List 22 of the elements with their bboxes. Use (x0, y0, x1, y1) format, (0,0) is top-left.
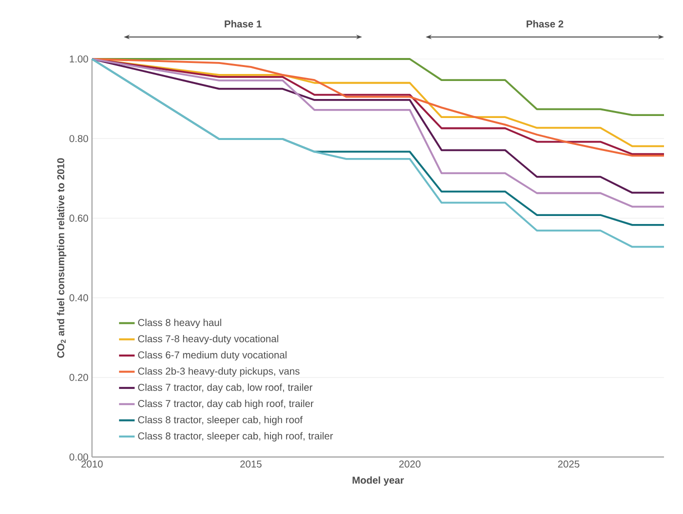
x-tick-label: 2025 (558, 460, 580, 468)
x-tick-label: 2020 (399, 460, 420, 468)
legend-label: Class 2b-3 heavy-duty pickups, vans (138, 367, 300, 377)
y-tick-label: 0.20 (69, 374, 88, 381)
text: Phase 1 (224, 20, 262, 28)
x-tick-label: 2015 (240, 460, 262, 468)
legend-label: Class 7-8 heavy-duty vocational (138, 334, 278, 344)
text: Phase 2 (526, 20, 564, 28)
y-tick-label: 0.40 (69, 294, 88, 302)
y-tick-label: 1.00 (70, 55, 88, 63)
legend-label: Class 7 tractor, day cab, low roof, trailer (138, 384, 312, 393)
x-axis-title: Model year (352, 476, 404, 486)
y-tick-label: 0.60 (69, 214, 88, 222)
legend-label: Class 8 heavy haul (138, 318, 222, 328)
y-tick-label: 0.00 (69, 453, 88, 461)
legend-label: Class 8 tractor, sleeper cab, high roof, trailer (138, 432, 333, 442)
y-tick-label: 0.80 (69, 135, 88, 142)
x-tick-label: 2010 (81, 460, 103, 468)
legend-label: Class 8 tractor, sleeper cab, high roof (138, 416, 303, 426)
legend-label: Class 6-7 medium duty vocational (138, 351, 286, 360)
y-axis-title: CO$_{2}$ and fuel consumption relative to 2010 (56, 158, 66, 358)
legend-label: Class 7 tractor, day cab high roof, trailer (138, 400, 314, 410)
